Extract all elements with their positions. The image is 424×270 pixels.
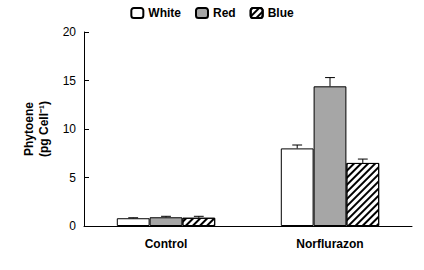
svg-text:Blue: Blue <box>268 6 294 20</box>
svg-text:10: 10 <box>63 122 77 136</box>
svg-text:Red: Red <box>213 6 236 20</box>
svg-text:5: 5 <box>69 171 76 185</box>
svg-text:White: White <box>148 6 181 20</box>
svg-text:Norflurazon: Norflurazon <box>296 237 363 251</box>
svg-text:20: 20 <box>63 25 77 39</box>
svg-text:Phytoene: Phytoene <box>22 102 36 156</box>
svg-text:(pg Cell⁻¹): (pg Cell⁻¹) <box>37 101 51 157</box>
svg-text:15: 15 <box>63 74 77 88</box>
svg-text:Control: Control <box>145 237 188 251</box>
svg-text:0: 0 <box>69 219 76 233</box>
